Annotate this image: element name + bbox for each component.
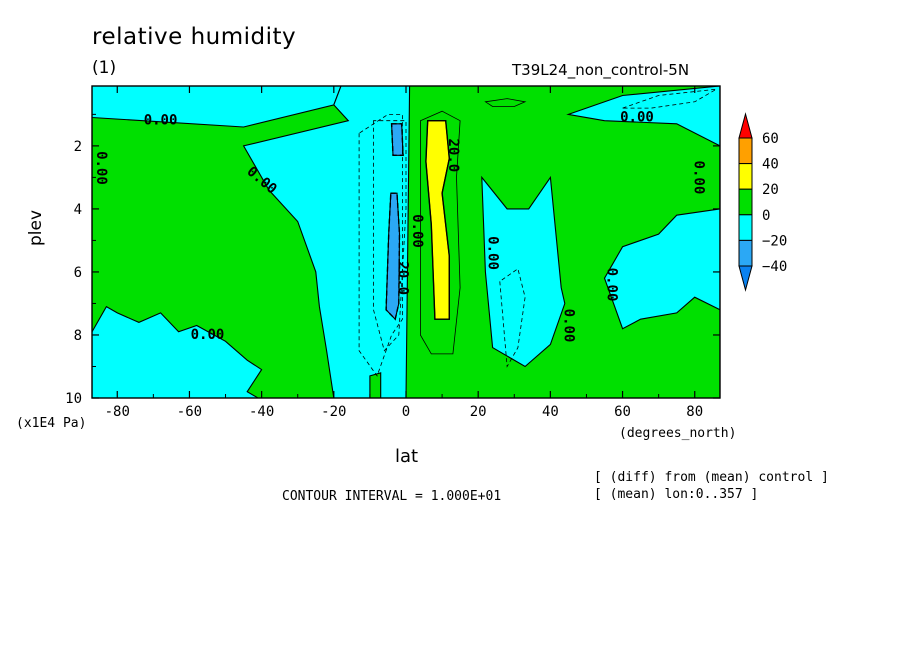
contour-label-5: 20.0 xyxy=(394,261,410,295)
contour-label-9: 0.00 xyxy=(604,268,620,302)
contour-label-0: 0.00 xyxy=(144,113,178,129)
colorbar-label-5: −40 xyxy=(762,259,787,275)
thin-contour-4 xyxy=(484,98,527,107)
colorbar-box-3 xyxy=(738,214,753,241)
contour-lines xyxy=(358,88,717,377)
contour-region-4 xyxy=(481,175,566,368)
colorbar-bottom-arrow xyxy=(738,265,753,292)
contour-label-6: 20.0 xyxy=(445,138,461,172)
contour-line-8 xyxy=(425,119,451,320)
y-tick-label-3: 8 xyxy=(74,328,82,344)
thin-contour-3 xyxy=(499,268,526,368)
y-axis-units: (x1E4 Pa) xyxy=(16,416,87,431)
colorbar-box-2 xyxy=(738,188,753,216)
contour-label-11: 0.00 xyxy=(690,161,706,195)
thin-contour-5 xyxy=(622,88,717,109)
contour-line-6 xyxy=(390,123,404,157)
y-tick-label-0: 2 xyxy=(74,139,82,155)
chart-title: relative humidity xyxy=(92,24,297,50)
x-tick-label-0: -80 xyxy=(105,404,130,420)
contour-label-8: 0.00 xyxy=(560,309,576,343)
x-axis: -80 -60 -40 -20 0 20 40 60 80 xyxy=(105,86,703,420)
contour-label-7: 0.00 xyxy=(485,236,501,270)
x-tick-label-8: 80 xyxy=(686,404,703,420)
x-tick-label-6: 40 xyxy=(542,404,559,420)
x-axis-label: lat xyxy=(395,446,419,467)
y-axis: 2 4 6 8 10 xyxy=(65,113,720,407)
contour-region-2 xyxy=(92,305,263,398)
colorbar-label-4: −20 xyxy=(762,233,787,249)
x-tick-label-2: -40 xyxy=(249,404,274,420)
thin-contour-2 xyxy=(419,110,461,355)
colorbar-label-2: 20 xyxy=(762,182,779,198)
diff-note: [ (diff) from (mean) control ] xyxy=(594,470,829,485)
y-tick-label-2: 6 xyxy=(74,265,82,281)
colorbar-box-4 xyxy=(738,239,753,267)
mean-note: [ (mean) lon:0..357 ] xyxy=(594,487,759,502)
thin-contour-0 xyxy=(358,114,403,377)
x-tick-label-3: -20 xyxy=(321,404,346,420)
contour-labels: 0.00 0.00 0.00 0.00 0.00 20.0 20.0 0.00 0.00 0.00… xyxy=(93,110,706,343)
x-tick-label-1: -60 xyxy=(177,404,202,420)
y-tick-label-1: 4 xyxy=(74,202,82,218)
colorbar-label-0: 60 xyxy=(762,131,779,147)
contour-interval: CONTOUR INTERVAL = 1.000E+01 xyxy=(282,489,502,504)
contour-label-3: 0.00 xyxy=(191,327,225,343)
contour-region-3 xyxy=(242,86,411,398)
panel-number: (1) xyxy=(92,58,117,78)
colorbar-label-1: 40 xyxy=(762,157,779,173)
colorbar-top-arrow xyxy=(738,112,753,139)
contour-label-1: 0.00 xyxy=(93,151,109,185)
x-tick-label-7: 60 xyxy=(614,404,631,420)
contour-region-5 xyxy=(566,86,720,330)
thin-contour-1 xyxy=(373,120,407,352)
filled-contours xyxy=(92,86,720,398)
x-tick-label-5: 20 xyxy=(470,404,487,420)
contour-region-1 xyxy=(92,86,342,128)
contour-line-7 xyxy=(385,192,401,321)
colorbar-label-3: 0 xyxy=(762,208,770,224)
x-tick-label-4: 0 xyxy=(402,404,410,420)
y-tick-label-4: 10 xyxy=(65,391,82,407)
contour-label-10: 0.00 xyxy=(620,110,654,126)
colorbar-box-1 xyxy=(738,163,753,190)
colorbar: 60 40 20 0 −20 −40 xyxy=(738,112,787,292)
colorbar-box-0 xyxy=(738,137,753,165)
x-axis-units: (degrees_north) xyxy=(619,426,737,441)
run-name: T39L24_non_control-5N xyxy=(512,61,690,79)
contour-label-4: 0.00 xyxy=(409,214,425,248)
